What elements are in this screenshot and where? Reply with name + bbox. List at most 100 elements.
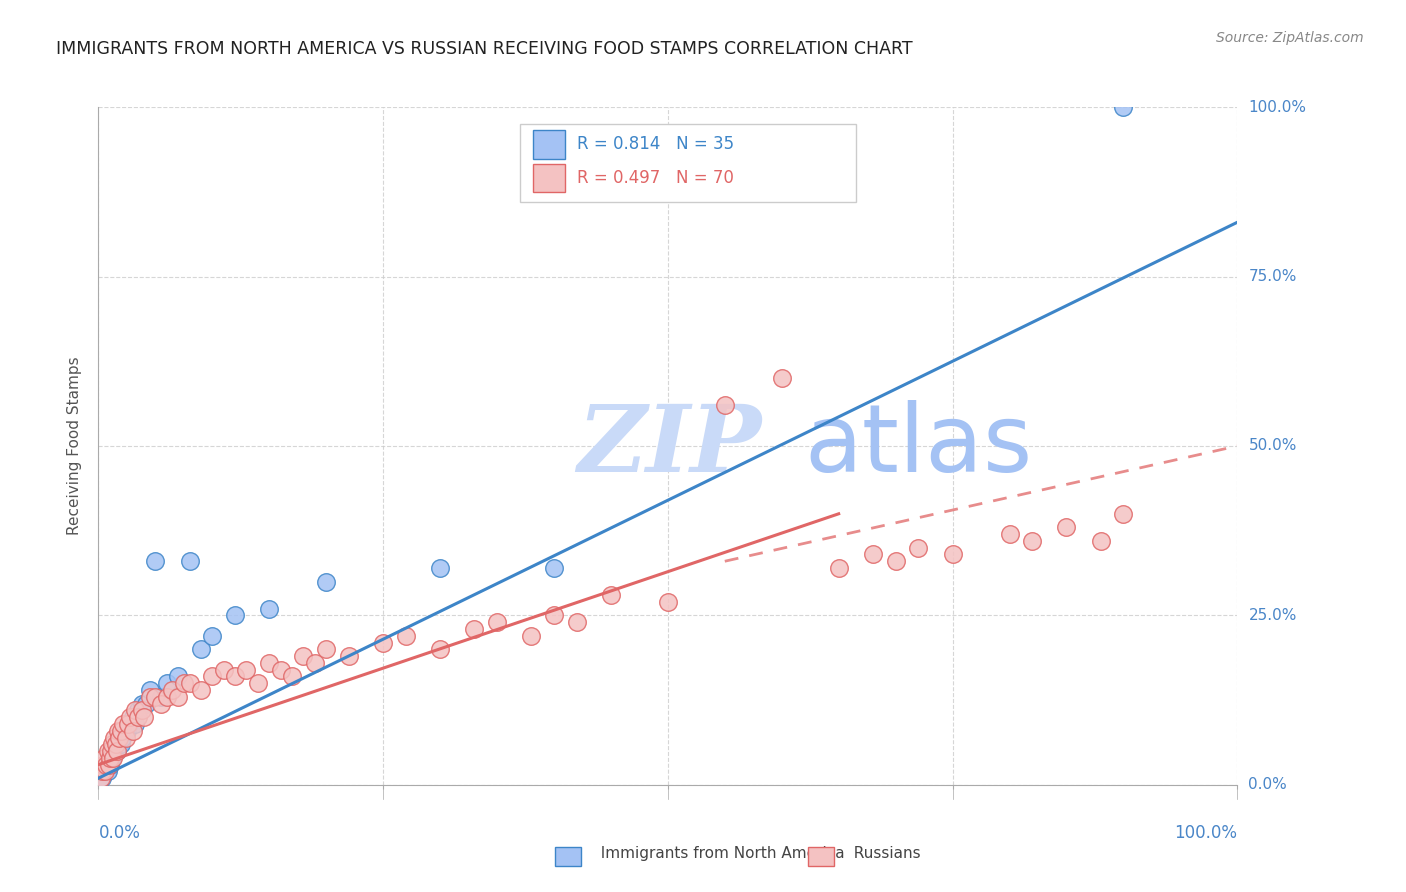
Point [942, 548, 965, 562]
Point [156, 676, 179, 690]
Text: 0.0%: 0.0% [1249, 778, 1286, 792]
Bar [533, 130, 565, 159]
Point [150, 690, 173, 704]
Point [110, 723, 132, 738]
Point [132, 710, 155, 724]
Point [543, 608, 565, 623]
Point [520, 629, 543, 643]
Point [156, 690, 179, 704]
Point [101, 751, 124, 765]
Point [108, 731, 131, 745]
Point [138, 690, 160, 704]
Point [117, 717, 139, 731]
Point [190, 683, 212, 698]
Point [395, 629, 418, 643]
Point [103, 731, 125, 745]
Text: IMMIGRANTS FROM NORTH AMERICA VS RUSSIAN RECEIVING FOOD STAMPS CORRELATION CHART: IMMIGRANTS FROM NORTH AMERICA VS RUSSIAN… [56, 40, 912, 58]
Point [246, 676, 269, 690]
Text: 75.0%: 75.0% [1249, 269, 1296, 284]
Point [120, 710, 142, 724]
Point [429, 561, 451, 575]
Point [828, 561, 851, 575]
Point [862, 548, 884, 562]
Point [138, 683, 160, 698]
Bar [533, 164, 565, 193]
Point [103, 744, 125, 758]
Text: atlas: atlas [804, 400, 1033, 492]
Point [145, 554, 167, 568]
Point [127, 710, 149, 724]
Point [96, 764, 118, 779]
Point [108, 737, 131, 751]
Point [429, 642, 451, 657]
Point [104, 737, 127, 751]
Point [304, 656, 326, 670]
Point [93, 764, 115, 779]
Point [337, 649, 360, 664]
Point [884, 554, 907, 568]
Point [270, 663, 292, 677]
Point [124, 703, 146, 717]
Point [998, 527, 1021, 541]
Point [1112, 100, 1135, 114]
Point [145, 690, 167, 704]
Point [600, 588, 623, 602]
Point [162, 683, 184, 698]
Point [101, 737, 124, 751]
Point [135, 697, 157, 711]
Point [167, 669, 190, 683]
Text: 100.0%: 100.0% [1249, 100, 1306, 114]
Point [93, 751, 115, 765]
FancyBboxPatch shape [520, 124, 856, 202]
Point [90, 771, 112, 785]
Point [98, 757, 121, 772]
Text: R = 0.814   N = 35: R = 0.814 N = 35 [576, 136, 734, 153]
Point [100, 744, 122, 758]
Point [91, 757, 114, 772]
Point [110, 737, 132, 751]
Point [104, 737, 127, 751]
Point [179, 554, 201, 568]
Point [167, 690, 190, 704]
Point [315, 574, 337, 589]
Text: 100.0%: 100.0% [1174, 824, 1237, 842]
Point [107, 723, 129, 738]
Point [1021, 533, 1043, 548]
Point [103, 744, 125, 758]
Text: 25.0%: 25.0% [1249, 608, 1296, 623]
Text: Immigrants from North America: Immigrants from North America [591, 847, 844, 861]
Point [173, 676, 195, 690]
Point [112, 717, 135, 731]
Point [131, 697, 153, 711]
Point [201, 629, 224, 643]
Text: R = 0.497   N = 70: R = 0.497 N = 70 [576, 169, 734, 187]
Point [111, 731, 134, 745]
Point [114, 731, 136, 745]
Point [315, 642, 337, 657]
Point [281, 669, 304, 683]
Point [235, 663, 257, 677]
Point [907, 541, 929, 555]
Point [115, 723, 138, 738]
Point [657, 595, 679, 609]
Text: 0.0%: 0.0% [98, 824, 141, 842]
Text: Source: ZipAtlas.com: Source: ZipAtlas.com [1216, 31, 1364, 45]
Point [224, 669, 246, 683]
Point [103, 751, 125, 765]
Point [124, 717, 146, 731]
Point [371, 635, 394, 649]
Point [224, 608, 246, 623]
Point [486, 615, 509, 630]
Point [543, 561, 565, 575]
Point [201, 669, 224, 683]
Point [1090, 533, 1112, 548]
Point [212, 663, 235, 677]
Point [96, 744, 118, 758]
Point [121, 710, 143, 724]
Point [770, 371, 793, 385]
Point [90, 764, 112, 779]
Point [1056, 520, 1078, 534]
Point [121, 723, 143, 738]
Point [96, 757, 118, 772]
Text: 50.0%: 50.0% [1249, 439, 1296, 453]
